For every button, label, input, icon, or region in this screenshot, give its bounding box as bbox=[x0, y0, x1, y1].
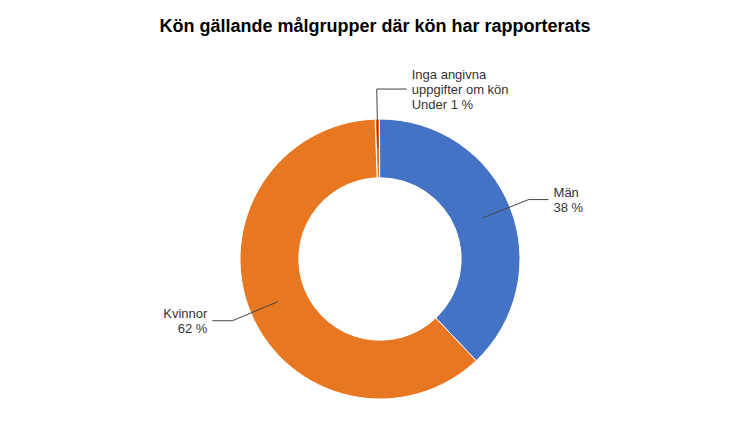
html-text:Kön gällande målgrupper där kö: Kön gällande målgrupper där kön har rapp… bbox=[159, 16, 591, 36]
svg-text:Kvinnor62 %: Kvinnor62 % bbox=[163, 306, 208, 336]
svg-text:Män38 %: Män38 % bbox=[554, 185, 584, 215]
svg-text:Inga angivnauppgifter om könUn: Inga angivnauppgifter om könUnder 1 % bbox=[412, 67, 509, 112]
